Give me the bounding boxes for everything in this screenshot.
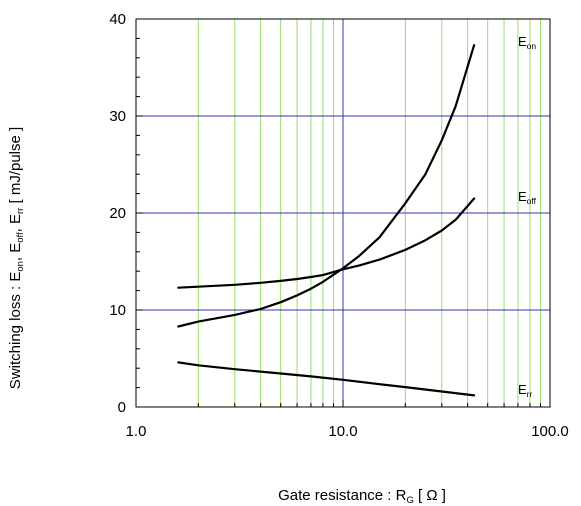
x-axis-title-part: Gate resistance : R [278, 487, 407, 504]
series-line-err [177, 361, 476, 397]
axis-ticks [135, 18, 542, 408]
y-axis-title-sub: off [15, 232, 26, 243]
x-axis-title-sub: G [406, 495, 413, 506]
y-tick-label: 20 [109, 205, 126, 222]
y-tick-label: 10 [109, 302, 126, 319]
y-axis-title-sub: rr [15, 208, 26, 214]
y-tick-label: 40 [109, 11, 126, 28]
y-axis-title: Switching loss : Eon, Eoff, Err [ mJ/pul… [7, 127, 26, 389]
series-line-eon [177, 44, 476, 328]
major-grid [136, 19, 550, 407]
x-axis-title: Gate resistance : RG [ Ω ] [278, 487, 446, 506]
y-axis-title-part: [ mJ/pulse ] [7, 127, 24, 208]
series-lines [177, 44, 476, 397]
series-label-eon: Eon [518, 34, 536, 51]
y-axis-title-sub: on [15, 261, 26, 272]
x-tick-label: 100.0 [531, 423, 569, 440]
axis-tick-labels: 0 10 20 30 40 1.0 10.0 100.0 [109, 11, 568, 440]
y-axis-title-part: , E [7, 243, 24, 261]
x-axis-title-part: [ Ω ] [414, 487, 446, 504]
series-label-err: Err [518, 382, 533, 399]
y-tick-label: 0 [118, 399, 126, 416]
y-axis-title-part: , E [7, 214, 24, 232]
x-tick-label: 1.0 [126, 423, 147, 440]
y-tick-label: 30 [109, 108, 126, 125]
series-line-eoff [177, 197, 476, 289]
y-axis-title-part: Switching loss : E [7, 272, 24, 390]
series-label-eoff: Eoff [518, 189, 537, 206]
x-tick-label: 10.0 [328, 423, 357, 440]
